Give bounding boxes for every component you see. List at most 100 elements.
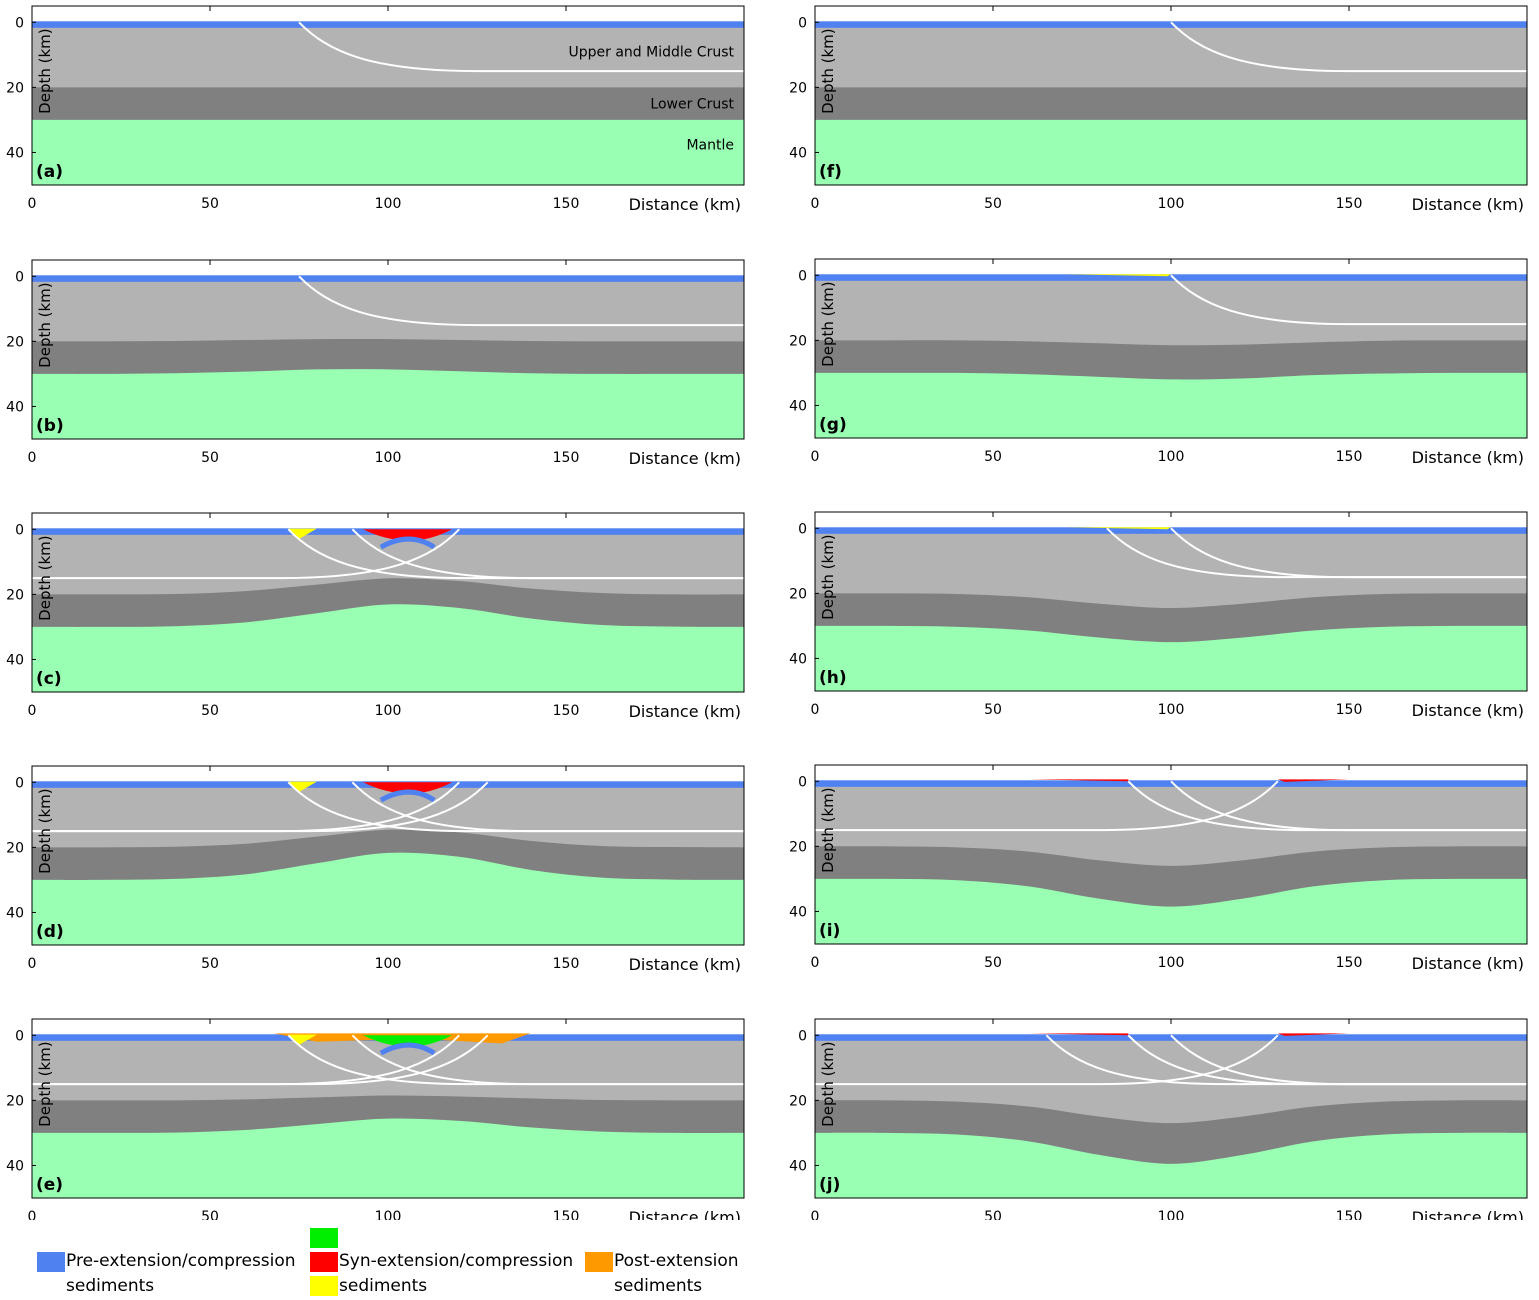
panel: 05010015002040Distance (km)Depth (km)(d) — [6, 766, 744, 974]
y-axis-label: Depth (km) — [36, 535, 54, 620]
y-tick-label: 20 — [6, 587, 24, 603]
y-tick-label: 0 — [798, 15, 807, 31]
x-tick-label: 100 — [1158, 196, 1185, 212]
panel-label: (h) — [819, 668, 847, 688]
y-tick-label: 0 — [15, 522, 24, 538]
panel-label: (j) — [819, 1175, 840, 1195]
x-tick-label: 50 — [201, 450, 219, 466]
x-tick-label: 100 — [375, 196, 402, 212]
y-tick-label: 20 — [789, 80, 807, 96]
x-axis-label: Distance (km) — [1412, 195, 1524, 214]
y-tick-label: 20 — [789, 333, 807, 349]
legend-swatch — [310, 1252, 338, 1272]
x-tick-label: 100 — [375, 450, 402, 466]
y-axis-label: Depth (km) — [36, 1041, 54, 1126]
y-axis-label: Depth (km) — [819, 787, 837, 872]
x-tick-label: 100 — [375, 956, 402, 972]
x-tick-label: 100 — [1158, 449, 1185, 465]
y-tick-label: 20 — [789, 1093, 807, 1109]
panel-label: (a) — [36, 162, 63, 182]
layer-area — [815, 120, 1527, 185]
x-tick-label: 0 — [28, 1209, 37, 1220]
y-tick-label: 0 — [798, 521, 807, 537]
x-axis-label: Distance (km) — [629, 702, 741, 721]
layer-label: Upper and Middle Crust — [568, 45, 734, 61]
panel: 05010015002040Distance (km)Depth (km)(a)… — [6, 6, 744, 214]
x-tick-label: 150 — [553, 956, 580, 972]
x-tick-label: 150 — [1336, 1209, 1363, 1220]
plot-area — [815, 765, 1527, 944]
y-tick-label: 20 — [6, 840, 24, 856]
x-tick-label: 50 — [984, 196, 1002, 212]
y-tick-label: 20 — [6, 334, 24, 350]
pre-sediment — [32, 275, 744, 282]
legend-label: Post-extension sediments — [614, 1249, 754, 1299]
panel: 0 50 100 150 0 20 40 Distance (km) Depth (km) (c) — [6, 513, 744, 721]
x-tick-label: 50 — [984, 449, 1002, 465]
y-tick-label: 0 — [15, 269, 24, 285]
x-tick-label: 100 — [375, 703, 402, 719]
x-axis-label: Distance (km) — [1412, 1208, 1524, 1220]
y-tick-label: 40 — [6, 145, 24, 161]
x-tick-label: 50 — [201, 1209, 219, 1220]
x-tick-label: 0 — [28, 450, 37, 466]
x-tick-label: 150 — [1336, 702, 1363, 718]
plot-area — [815, 1019, 1527, 1198]
plot-area — [32, 766, 744, 945]
y-tick-label: 0 — [798, 268, 807, 284]
plot-area — [815, 259, 1527, 438]
panel-label: (f) — [819, 162, 842, 182]
panel: 05010015002040Distance (km)Depth (km)(g) — [789, 259, 1527, 467]
y-tick-label: 0 — [15, 1028, 24, 1044]
x-tick-label: 0 — [28, 703, 37, 719]
panel-label: (c) — [36, 669, 62, 689]
x-axis-label: Distance (km) — [629, 955, 741, 974]
y-tick-label: 40 — [789, 651, 807, 667]
x-tick-label: 150 — [553, 196, 580, 212]
legend-swatch — [37, 1252, 65, 1272]
plot-area — [32, 6, 744, 185]
panel-label: (g) — [819, 415, 847, 435]
plot-area — [815, 6, 1527, 185]
x-tick-label: 150 — [1336, 196, 1363, 212]
x-tick-label: 50 — [201, 703, 219, 719]
y-tick-label: 20 — [789, 839, 807, 855]
x-tick-label: 0 — [811, 1209, 820, 1220]
y-axis-label: Depth (km) — [819, 534, 837, 619]
y-tick-label: 0 — [798, 1028, 807, 1044]
x-axis-label: Distance (km) — [629, 195, 741, 214]
pre-sediment — [815, 274, 1527, 281]
layer-label: Lower Crust — [650, 97, 734, 113]
panel: 05010015002040Distance (km)Depth (km)(h) — [789, 512, 1527, 720]
x-axis-label: Distance (km) — [629, 1208, 741, 1220]
x-tick-label: 50 — [201, 196, 219, 212]
x-tick-label: 50 — [984, 1209, 1002, 1220]
x-tick-label: 150 — [553, 703, 580, 719]
y-tick-label: 40 — [6, 652, 24, 668]
legend-label: Syn-extension/compression sediments — [339, 1249, 579, 1299]
x-tick-label: 0 — [811, 702, 820, 718]
x-tick-label: 150 — [1336, 955, 1363, 971]
y-tick-label: 40 — [6, 1158, 24, 1174]
x-tick-label: 50 — [201, 956, 219, 972]
legend-swatch — [585, 1252, 613, 1272]
layer-label: Mantle — [686, 137, 734, 153]
y-tick-label: 40 — [789, 1158, 807, 1174]
x-axis-label: Distance (km) — [1412, 701, 1524, 720]
plot-area — [32, 1019, 744, 1198]
y-axis-label: Depth (km) — [36, 788, 54, 873]
panel-label: (i) — [819, 921, 840, 941]
x-axis-label: Distance (km) — [1412, 448, 1524, 467]
x-tick-label: 100 — [1158, 702, 1185, 718]
x-tick-label: 150 — [553, 1209, 580, 1220]
plot-area — [815, 512, 1527, 691]
y-axis-label: Depth (km) — [819, 1041, 837, 1126]
figure: 0 50 100 150 0 20 40 Distance (km) Depth (km) (a)… — [0, 0, 1539, 1220]
y-tick-label: 40 — [789, 145, 807, 161]
panel-label: (d) — [36, 922, 64, 942]
x-tick-label: 0 — [811, 955, 820, 971]
y-tick-label: 0 — [15, 775, 24, 791]
x-tick-label: 150 — [553, 450, 580, 466]
